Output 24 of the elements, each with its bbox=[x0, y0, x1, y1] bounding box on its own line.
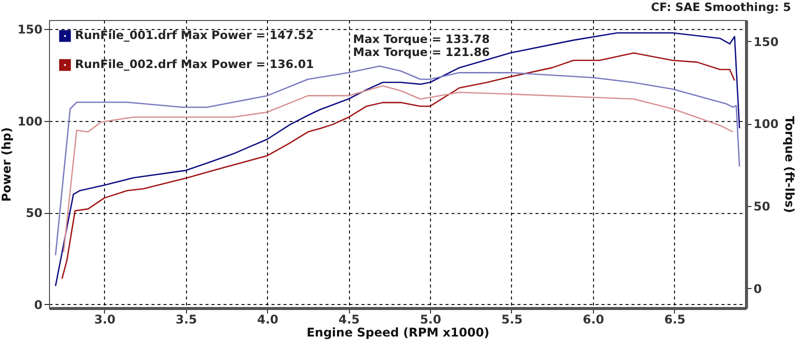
legend-label: RunFile_002.drf Max Power = 136.01 bbox=[75, 57, 314, 71]
legend-label: RunFile_001.drf Max Power = 147.52 bbox=[75, 28, 314, 42]
x-tick-label: 6.0 bbox=[582, 312, 604, 326]
y2-tick-label: 50 bbox=[754, 199, 770, 214]
y-tick-label: 100 bbox=[17, 114, 42, 128]
x-axis-title: Engine Speed (RPM x1000) bbox=[306, 326, 490, 340]
y-tick-label: 0 bbox=[34, 298, 42, 312]
x-tick-label: 6.5 bbox=[664, 312, 686, 326]
x-tick-label: 4.0 bbox=[257, 312, 278, 326]
y2-tick-label: 100 bbox=[754, 117, 779, 132]
x-tick-label: 3.5 bbox=[176, 312, 197, 326]
x-tick-label: 3.0 bbox=[94, 312, 116, 326]
x-tick-label: 5.5 bbox=[501, 312, 523, 326]
y2-tick-label: 0 bbox=[754, 282, 762, 296]
text: CF: SAE Smoothing: 5 bbox=[650, 0, 791, 14]
y-tick-label: 150 bbox=[17, 22, 42, 37]
y-tick-label: 50 bbox=[26, 206, 42, 220]
annotation: Max Torque = 133.78 bbox=[353, 32, 490, 46]
x-tick-label: 4.5 bbox=[338, 312, 360, 326]
y2-axis-title: Torque (ft-lbs) bbox=[782, 116, 795, 213]
x-tick-label: 5.0 bbox=[420, 312, 442, 326]
y2-tick-label: 150 bbox=[754, 34, 779, 49]
y-axis-title: Power (hp) bbox=[0, 127, 14, 202]
annotation: Max Torque = 121.86 bbox=[353, 45, 490, 59]
